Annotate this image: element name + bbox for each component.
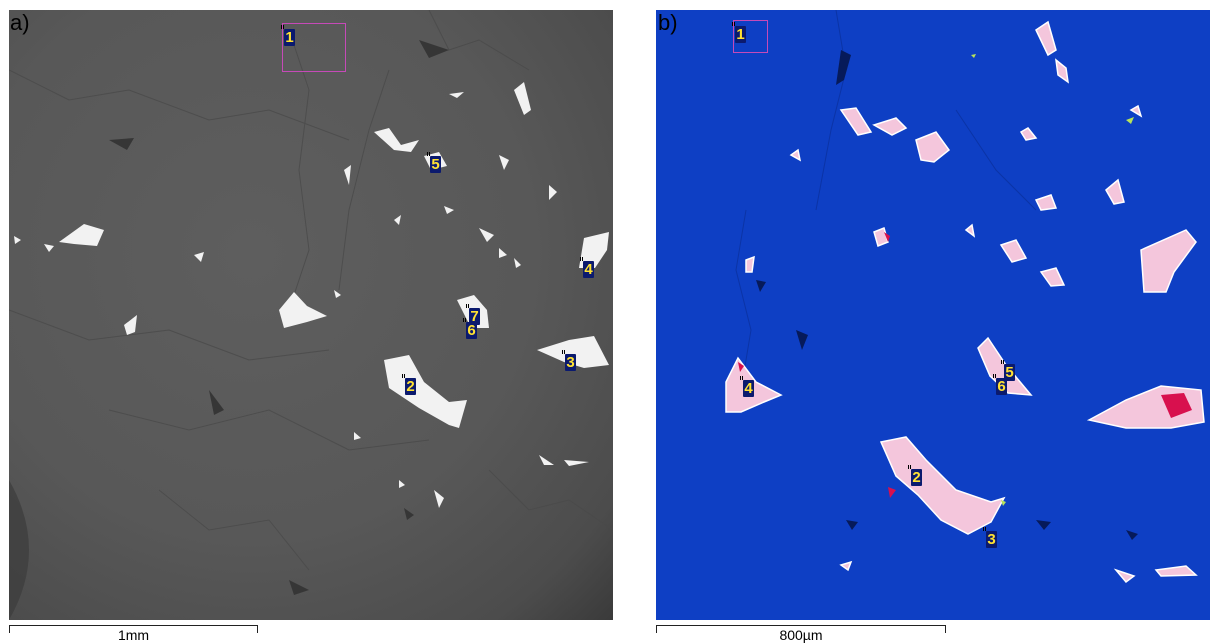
point-marker-5: 5 bbox=[427, 152, 441, 173]
roi-box-1 bbox=[733, 20, 768, 53]
point-marker-4: 4 bbox=[580, 257, 594, 278]
dark-inclusions bbox=[109, 40, 449, 595]
scale-bar-a-label: 1mm bbox=[117, 627, 150, 643]
corner-shadow bbox=[9, 480, 29, 620]
green-specks bbox=[971, 54, 1134, 506]
point-marker-1: 1 bbox=[732, 22, 746, 43]
point-marker-3: 3 bbox=[983, 527, 997, 548]
point-marker-5: 5 bbox=[1001, 360, 1015, 381]
dark-voids bbox=[756, 50, 1138, 540]
panel-label-b: b) bbox=[658, 10, 678, 35]
pink-grains bbox=[725, 20, 1205, 584]
point-marker-6: 6 bbox=[993, 374, 1007, 395]
map-fractures bbox=[735, 10, 1037, 391]
point-marker-7: 7 bbox=[466, 304, 480, 325]
scale-bar-b bbox=[656, 625, 946, 633]
point-marker-4: 4 bbox=[740, 376, 754, 397]
point-marker-1: 1 bbox=[281, 25, 295, 46]
point-marker-2: 2 bbox=[402, 374, 416, 395]
point-marker-6: 6 bbox=[463, 318, 477, 339]
red-grain-cores bbox=[738, 232, 1192, 498]
roi-box-1 bbox=[282, 23, 346, 72]
point-marker-3: 3 bbox=[562, 350, 576, 371]
bright-grains bbox=[14, 82, 609, 508]
fracture-lines bbox=[9, 10, 613, 571]
grayscale-micrograph bbox=[9, 10, 613, 620]
panel-label-a: a) bbox=[10, 10, 30, 35]
phase-map-panel-b: b) 1 2 3 4 5 6 bbox=[656, 10, 1210, 620]
color-phase-map bbox=[725, 10, 1205, 584]
micrograph-panel-a: a) 1 2 3 4 5 6 7 bbox=[9, 10, 613, 620]
scale-bar-a bbox=[9, 625, 258, 633]
point-marker-2: 2 bbox=[908, 465, 922, 486]
scale-bar-b-label: 800µm bbox=[779, 627, 823, 643]
